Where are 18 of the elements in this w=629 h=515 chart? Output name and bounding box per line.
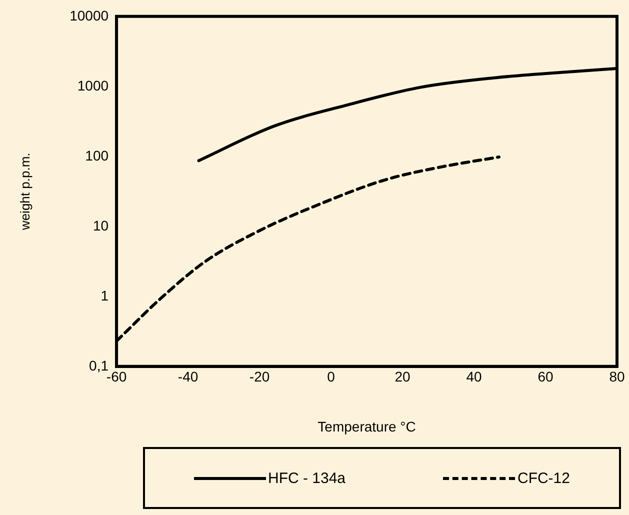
x-tick-label: 20 (394, 368, 411, 385)
x-axis-title: Temperature °C (318, 418, 416, 434)
y-axis-title: weight p.p.m. (17, 152, 32, 232)
y-tick-label: 100 (85, 147, 109, 164)
x-tick-label: 0 (327, 368, 336, 385)
y-tick-label: 10000 (70, 7, 109, 24)
y-tick-label: 1 (100, 287, 109, 304)
x-tick-label: -60 (106, 368, 127, 385)
legend-label: HFC - 134a (268, 470, 346, 486)
x-tick-label: 40 (466, 368, 482, 385)
x-tick-label: -40 (178, 368, 198, 385)
legend-label: CFC-12 (517, 470, 570, 486)
x-tick-label: -20 (249, 368, 270, 385)
y-tick-label: 10 (92, 217, 109, 234)
y-tick-label: 0,1 (89, 357, 109, 374)
x-tick-label: 60 (538, 368, 554, 385)
x-tick-label: 80 (609, 368, 625, 385)
y-tick-label: 1000 (77, 77, 109, 94)
